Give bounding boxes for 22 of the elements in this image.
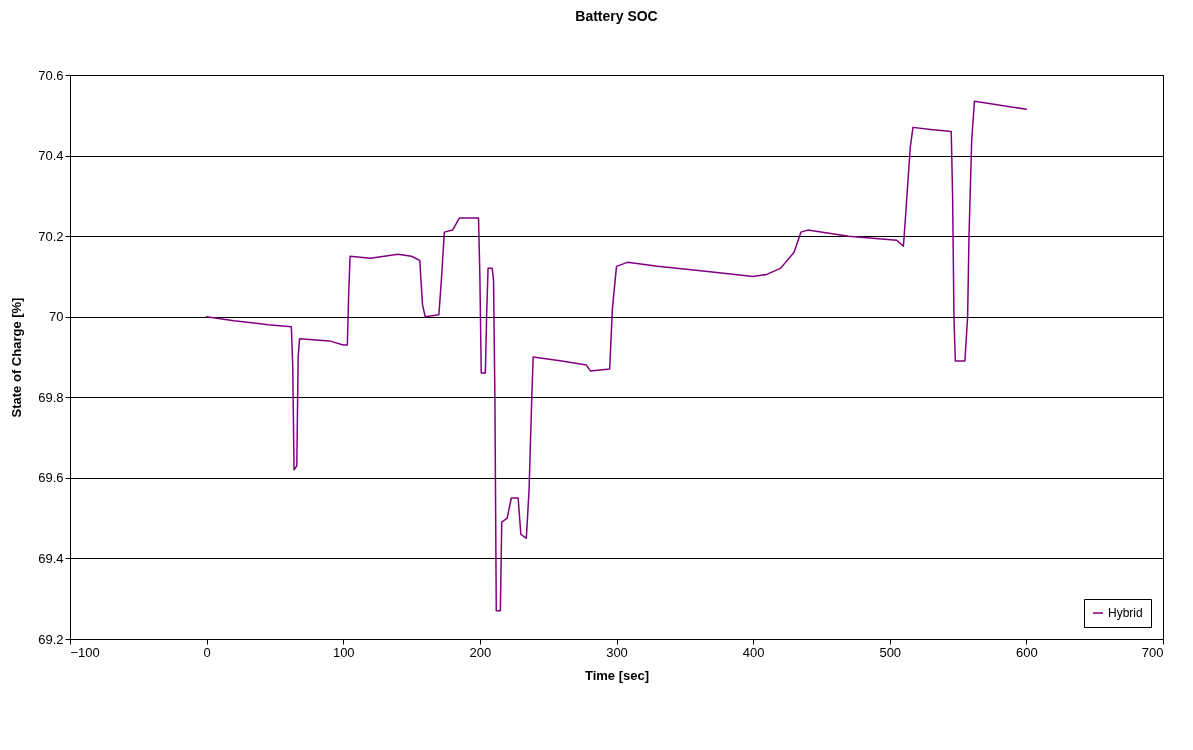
- y-tick-label: 69.2: [38, 631, 64, 647]
- x-tick-label: 300: [606, 644, 628, 660]
- line-series: [205, 100, 1028, 612]
- legend-label: Hybrid: [1108, 606, 1143, 620]
- y-tick-label: 70.4: [38, 148, 64, 164]
- y-tick-label: 69.8: [38, 389, 64, 405]
- x-tick-label: 500: [879, 644, 902, 660]
- y-tick-label: 70.2: [38, 228, 64, 244]
- x-tick-label: 200: [469, 644, 492, 660]
- x-axis-title: Time [sec]: [584, 667, 650, 683]
- y-tick-label: 69.6: [38, 470, 64, 486]
- x-tick-label: 600: [1016, 644, 1038, 660]
- x-tick-label: 700: [1141, 644, 1164, 660]
- x-tick-label: 400: [742, 644, 765, 660]
- y-tick-label: 70.6: [38, 67, 64, 83]
- chart-title: Battery SOC: [575, 8, 658, 24]
- x-tick-label: 100: [332, 644, 355, 660]
- y-tick-label: 70: [49, 309, 64, 325]
- x-tick-label: −100: [70, 644, 100, 660]
- y-axis-title: State of Charge [%]: [9, 297, 25, 418]
- y-tick-label: 69.4: [38, 550, 64, 566]
- x-tick-label: 0: [203, 644, 211, 660]
